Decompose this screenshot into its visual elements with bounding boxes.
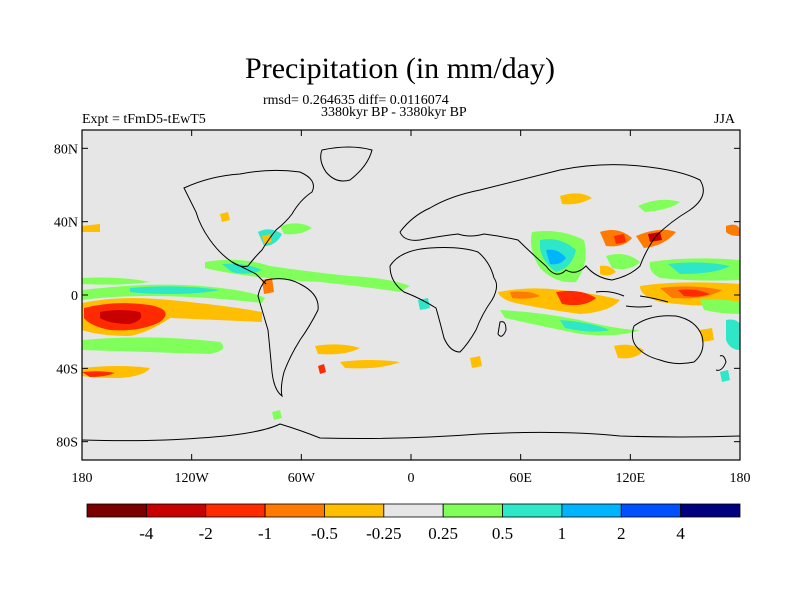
anomaly-patch [82,371,115,377]
anomaly-patch [130,286,220,294]
coastline-north-america [183,169,314,267]
lon-tick-label: 180 [730,471,751,486]
anomaly-patch [614,344,644,359]
colorbar-label: 2 [617,524,626,543]
anomaly-patch [726,319,740,350]
lon-tick-label: 120E [616,471,646,486]
anomaly-patch [315,344,360,355]
anomaly-patch [678,289,710,297]
colorbar-segment [561,503,622,518]
anomaly-patch [556,290,596,306]
anomaly-patch [272,410,282,420]
colorbar-segment [680,503,741,518]
anomaly-patch [668,262,730,274]
anomaly-patch [262,278,274,294]
coastline-antarctica [81,423,741,442]
anomaly-patch [614,234,626,244]
anomaly-patch [280,223,312,235]
coastline-africa [389,247,498,353]
coastline-indonesia [595,291,669,308]
colorbar-label: 4 [676,524,685,543]
anomaly-patch [100,310,142,324]
anomaly-patch [700,328,714,342]
map-panel: 80N 40N 0 40S 80S 180 120W 60W 0 60E 120E 180 [54,129,751,486]
anomaly-patch [318,364,326,374]
colorbar-label: -4 [139,524,154,543]
anomaly-patch [340,360,400,369]
anomaly-patch [82,224,100,232]
anomaly-patch [82,337,224,354]
colorbar-label: 1 [558,524,567,543]
anomaly-patch [418,298,430,310]
coastline-greenland [320,146,373,182]
coastline-eurasia [399,164,704,281]
colorbar-segment [324,503,385,518]
anomaly-patch [560,320,610,332]
lat-tick-label: 40N [54,216,78,231]
lat-tick-label: 80N [54,142,78,157]
colorbar-label: 0.5 [492,524,513,543]
anomaly-patch [222,263,262,274]
lon-tick-label: 0 [408,471,415,486]
colorbar-segment [620,503,682,518]
anomaly-patch [726,224,740,236]
coastline-madagascar [497,321,507,337]
anomaly-patch [262,234,272,244]
anomaly-patch [638,199,680,212]
anomaly-patch [700,299,740,314]
colorbar-label: -0.5 [311,524,338,543]
plot-title: Precipitation (in mm/day) [245,52,555,85]
anomaly-patch [560,193,592,205]
anomaly-patch [470,356,482,368]
colorbar-label: -1 [258,524,272,543]
stats-line: rmsd= 0.264635 diff= 0.0116074 [263,93,449,108]
colorbar-segment [502,503,563,518]
coastline-australia [631,315,704,365]
colorbar-segment [383,503,444,518]
colorbar-label: 0.25 [428,524,458,543]
colorbar-label: -0.25 [366,524,401,543]
lat-tick-label: 80S [56,436,78,451]
coastline-new-zealand [715,355,727,371]
coastline-central-america [231,261,267,285]
coastline-south-america [257,278,319,398]
lon-tick-label: 60E [509,471,532,486]
period-line: 3380kyr BP - 3380kyr BP [321,105,467,120]
colorbar-segment [205,503,266,518]
lon-tick-label: 120W [175,471,210,486]
lon-tick-label: 180 [72,471,93,486]
colorbar-segment [264,503,325,518]
anomaly-patch [720,370,730,382]
latitude-ticks: 80N 40N 0 40S 80S [54,142,740,451]
lat-tick-label: 0 [71,289,78,304]
experiment-label: Expt = tFmD5-tEwT5 [82,112,206,127]
anomaly-patch [600,265,616,276]
anomaly-patch [510,291,540,299]
anomaly-patch [546,249,566,265]
anomaly-patch [82,277,150,285]
colorbar-label: -2 [199,524,213,543]
lon-tick-label: 60W [288,471,316,486]
anomaly-patches [82,193,740,420]
anomaly-patch [220,212,230,222]
longitude-ticks: 180 120W 60W 0 60E 120E 180 [72,130,751,486]
colorbar-segment [86,503,147,518]
coastlines [81,146,741,442]
lat-tick-label: 40S [56,362,78,377]
colorbar: -4 -2 -1 -0.5 -0.25 0.25 0.5 1 2 4 [86,503,741,543]
season-label: JJA [714,112,736,127]
colorbar-segment [442,503,503,518]
colorbar-segment [145,503,207,518]
anomaly-patch [606,254,640,270]
